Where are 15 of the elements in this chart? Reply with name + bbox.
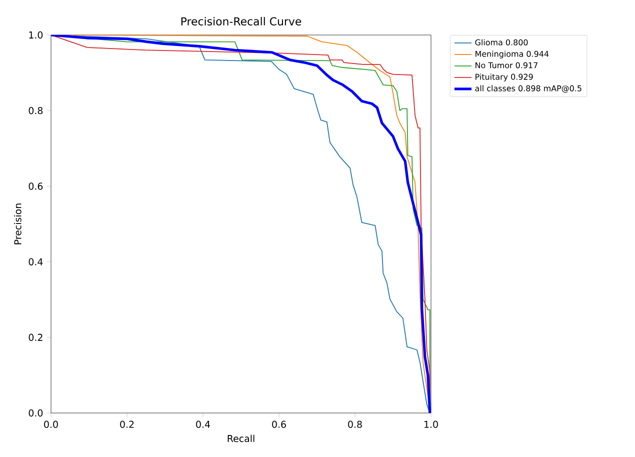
- x-axis-title: Recall: [228, 434, 254, 442]
- x-tick-label: 0.4: [196, 420, 210, 428]
- y-tick-label: 0.6: [28, 182, 43, 190]
- y-tick-label: 1.0: [29, 31, 43, 39]
- y-tick-label: 0.0: [28, 409, 43, 417]
- x-tick-label: 1.0: [424, 420, 438, 428]
- x-tick-label: 0.0: [44, 420, 58, 428]
- y-tick-label: 0.8: [28, 107, 43, 114]
- y-tick-label: 0.4: [28, 258, 43, 266]
- x-tick-label: 0.2: [120, 420, 134, 428]
- y-axis-title: Precision: [14, 204, 22, 244]
- chart-title: Precision-Recall Curve: [181, 17, 302, 26]
- y-tick-label: 0.2: [28, 334, 42, 341]
- x-tick-label: 0.6: [272, 420, 286, 428]
- x-tick-label: 0.8: [348, 420, 362, 428]
